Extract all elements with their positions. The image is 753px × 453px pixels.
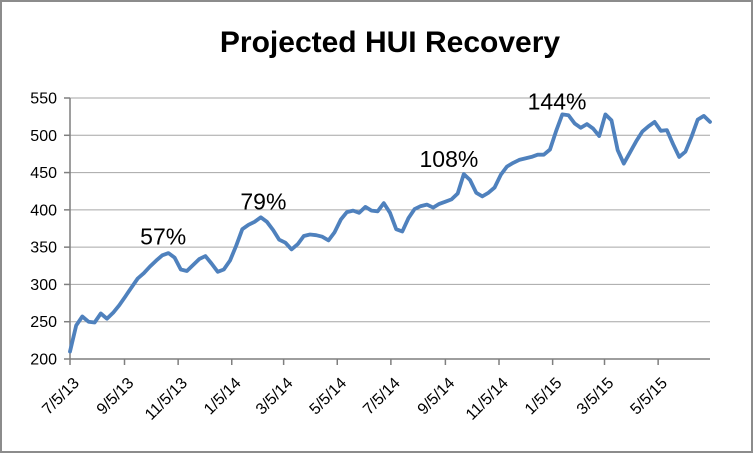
x-tick-label: 9/5/13 bbox=[94, 375, 138, 419]
x-tick-label: 5/5/15 bbox=[627, 375, 671, 419]
annotation-label: 144% bbox=[528, 89, 587, 115]
y-tick-label: 400 bbox=[30, 202, 57, 219]
x-tick-label: 7/5/14 bbox=[360, 375, 404, 419]
annotation-label: 57% bbox=[140, 224, 186, 250]
y-tick-label: 350 bbox=[30, 240, 57, 257]
x-tick-label: 3/5/15 bbox=[574, 375, 618, 419]
y-tick-label: 500 bbox=[30, 128, 57, 145]
y-tick-label: 300 bbox=[30, 277, 57, 294]
annotation-label: 79% bbox=[240, 189, 286, 215]
y-tick-label: 450 bbox=[30, 165, 57, 182]
x-tick-label: 5/5/14 bbox=[307, 375, 351, 419]
x-tick-label: 9/5/14 bbox=[415, 375, 459, 419]
y-tick-label: 250 bbox=[30, 314, 57, 331]
x-tick-label: 3/5/14 bbox=[253, 375, 297, 419]
x-tick-label: 1/5/14 bbox=[201, 375, 245, 419]
hui-line-series bbox=[68, 112, 712, 354]
y-tick-label: 200 bbox=[30, 352, 57, 369]
x-tick-label: 1/5/15 bbox=[522, 375, 566, 419]
annotation-label: 108% bbox=[419, 146, 478, 172]
chart-title: Projected HUI Recovery bbox=[219, 26, 561, 59]
x-tick-label: 7/5/13 bbox=[39, 375, 83, 419]
x-tick-label: 11/5/13 bbox=[142, 375, 191, 424]
x-tick-label: 11/5/14 bbox=[463, 375, 512, 424]
y-tick-label: 550 bbox=[30, 91, 57, 108]
